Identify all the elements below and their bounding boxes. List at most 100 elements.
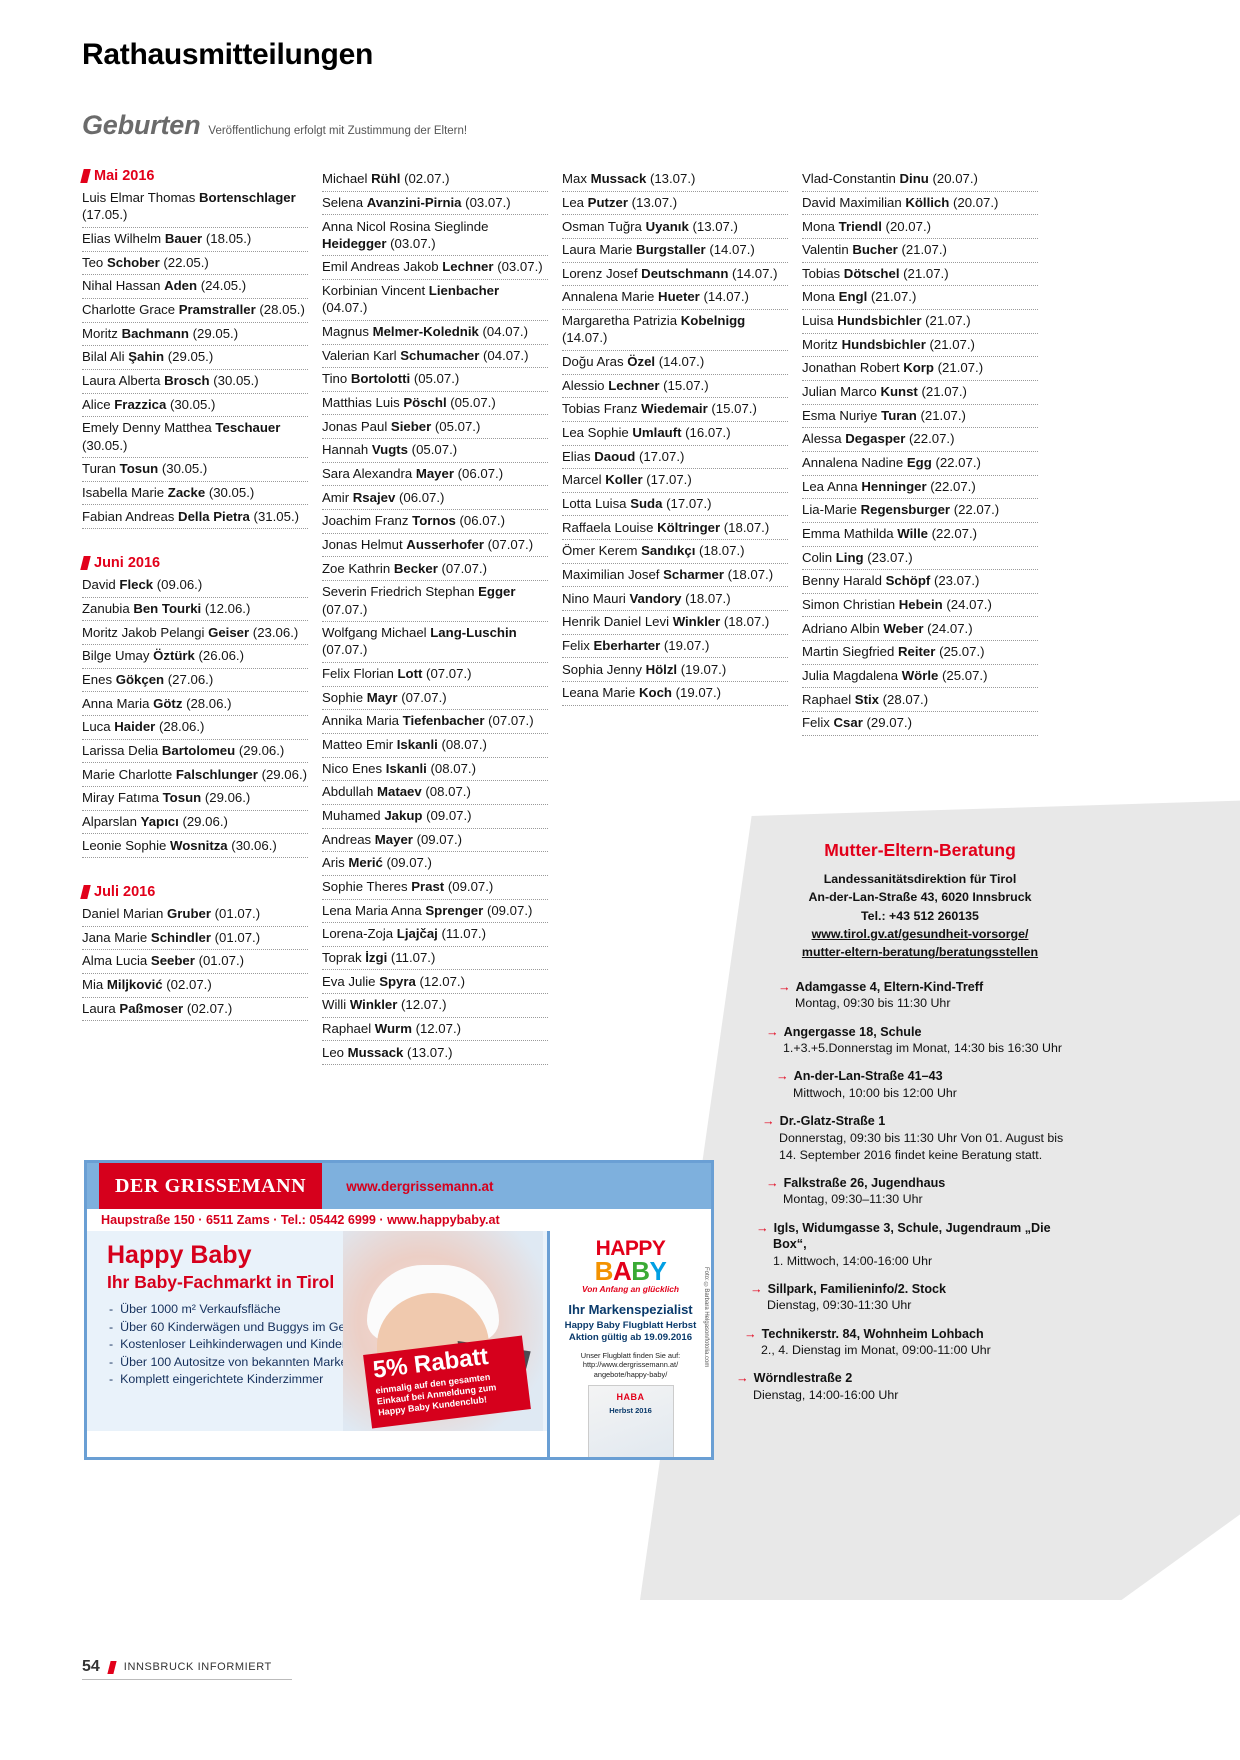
family-name: Frazzica bbox=[114, 396, 167, 412]
birth-entry: Leonie Sophie Wosnitza (30.06.) bbox=[82, 834, 308, 858]
given-name: Severin Friedrich Stephan bbox=[322, 584, 479, 600]
family-name: Becker bbox=[393, 560, 438, 576]
given-name: Laura Alberta bbox=[82, 373, 165, 389]
publication-name: INNSBRUCK INFORMIERT bbox=[123, 1661, 272, 1673]
birth-entry: Enes Gökçen (27.06.) bbox=[82, 669, 308, 693]
birth-entry: Nihal Hassan Aden (24.05.) bbox=[82, 275, 308, 299]
birth-entry: Valerian Karl Schumacher (04.07.) bbox=[322, 345, 548, 369]
birth-date: (18.07.) bbox=[681, 590, 731, 606]
beratung-url-line2[interactable]: mutter-eltern-beratung/beratungsstellen bbox=[801, 945, 1039, 960]
given-name: Raffaela Louise bbox=[562, 519, 658, 535]
location-name-text: Falkstraße 26, Jugendhaus bbox=[783, 1175, 946, 1190]
family-name: Iskanli bbox=[385, 760, 427, 776]
birth-date: (27.06.) bbox=[164, 671, 214, 687]
births-column: Max Mussack (13.07.) Lea Putzer (13.07.) O… bbox=[562, 168, 802, 1065]
ad-website-link[interactable]: www.dergrissemann.at bbox=[346, 1178, 494, 1194]
birth-date: (30.05.) bbox=[209, 373, 259, 389]
beratung-url-line1[interactable]: www.tirol.gv.at/gesundheit-vorsorge/ bbox=[811, 927, 1029, 942]
given-name: Benny Harald bbox=[802, 573, 886, 589]
birth-date: (05.07.) bbox=[408, 442, 458, 458]
birth-entry: Emil Andreas Jakob Lechner (03.07.) bbox=[322, 256, 548, 280]
family-name: Pramstraller bbox=[178, 302, 256, 318]
family-name: Koller bbox=[605, 472, 643, 488]
beratung-location-item: → Wörndlestraße 2 Dienstag, 14:00-16:00 Uh… bbox=[736, 1370, 1070, 1404]
birth-date: (30.06.) bbox=[227, 837, 277, 853]
birth-date: (17.05.) bbox=[82, 207, 128, 223]
birth-date: (01.07.) bbox=[194, 953, 245, 969]
family-name: Dötschel bbox=[843, 265, 900, 281]
happy-text: HAPPY bbox=[595, 1237, 666, 1260]
birth-date: (02.07.) bbox=[183, 1000, 233, 1016]
given-name: Jonas Helmut bbox=[322, 536, 407, 552]
advertisement[interactable]: DER GRISSEMANN www.dergrissemann.at Haup… bbox=[84, 1160, 714, 1460]
family-name: Kobelnigg bbox=[680, 313, 746, 329]
location-name: → Sillpark, Familieninfo/2. Stock bbox=[750, 1281, 1070, 1298]
given-name: Tino bbox=[322, 371, 351, 387]
brand-flyer-note: Unser Flugblatt finden Sie auf: http://w… bbox=[580, 1350, 681, 1379]
given-name: Lotta Luisa bbox=[562, 496, 631, 511]
birth-date: (29.07.) bbox=[862, 715, 912, 731]
birth-date: (11.07.) bbox=[387, 950, 436, 965]
birth-date: (07.07.) bbox=[437, 560, 487, 576]
birth-entry: Andreas Mayer (09.07.) bbox=[322, 829, 548, 853]
given-name: Simon Christian bbox=[802, 597, 899, 612]
location-name-text: Sillpark, Familieninfo/2. Stock bbox=[767, 1281, 947, 1296]
given-name: Bilal Ali bbox=[82, 349, 129, 365]
given-name: Leo bbox=[322, 1044, 348, 1060]
family-name: Rsajev bbox=[352, 489, 396, 505]
family-name: Korp bbox=[903, 360, 934, 376]
given-name: Enes bbox=[82, 671, 116, 687]
birth-date: (12.07.) bbox=[397, 997, 447, 1013]
birth-entry: Felix Csar (29.07.) bbox=[802, 712, 1038, 736]
family-name: Suda bbox=[630, 496, 663, 511]
birth-entry: Zoe Kathrin Becker (07.07.) bbox=[322, 557, 548, 582]
footer-slash-icon bbox=[107, 1660, 117, 1674]
beratung-location-item: → Adamgasse 4, Eltern-Kind-Treff Montag, 0… bbox=[778, 979, 1070, 1013]
location-name-text: Adamgasse 4, Eltern-Kind-Treff bbox=[795, 979, 984, 994]
birth-date: (09.07.) bbox=[382, 855, 432, 871]
family-name: Fleck bbox=[119, 577, 154, 593]
happy-baby-logo: HAPPY BABY Von Anfang an glücklich bbox=[556, 1237, 705, 1297]
birth-date: (19.07.) bbox=[677, 661, 727, 677]
location-name-text: Dr.-Glatz-Straße 1 bbox=[779, 1113, 886, 1128]
family-name: Lechner bbox=[608, 377, 660, 393]
birth-entry: Aris Merić (09.07.) bbox=[322, 852, 548, 876]
family-name: Reiter bbox=[898, 644, 936, 660]
family-name: İzgi bbox=[365, 950, 388, 965]
given-name: Teo bbox=[82, 254, 107, 270]
month-heading: Juli 2016 bbox=[80, 884, 308, 900]
family-name: Degasper bbox=[845, 431, 906, 447]
given-name: Laura Marie bbox=[562, 242, 637, 258]
given-name: Miray Fatıma bbox=[82, 790, 163, 806]
ad-top-bar: DER GRISSEMANN www.dergrissemann.at bbox=[87, 1163, 711, 1209]
family-name: Wosnitza bbox=[170, 837, 228, 853]
birth-entry: Charlotte Grace Pramstraller (28.05.) bbox=[82, 299, 308, 323]
birth-date: (29.05.) bbox=[188, 325, 239, 341]
given-name: Lena Maria Anna bbox=[322, 902, 426, 918]
birth-entry: Anna Nicol Rosina Sieglinde Heidegger (0… bbox=[322, 215, 548, 257]
given-name: Amir bbox=[322, 489, 353, 505]
birth-entry: Lotta Luisa Suda (17.07.) bbox=[562, 493, 788, 517]
birth-entry: Alma Lucia Seeber (01.07.) bbox=[82, 950, 308, 974]
given-name: Matteo Emir bbox=[322, 737, 397, 753]
given-name: Annalena Nadine bbox=[802, 455, 907, 471]
family-name: Şahin bbox=[128, 349, 165, 365]
family-name: Merić bbox=[348, 855, 383, 871]
month-heading: Juni 2016 bbox=[80, 555, 308, 571]
family-name: Mataev bbox=[377, 784, 422, 800]
family-name: Aden bbox=[164, 278, 198, 294]
given-name: Ömer Kerem bbox=[562, 543, 642, 559]
birth-entry: Esma Nuriye Turan (21.07.) bbox=[802, 405, 1038, 429]
family-name: Hueter bbox=[658, 289, 700, 305]
birth-entry: Jonathan Robert Korp (21.07.) bbox=[802, 357, 1038, 381]
section-title: Geburten bbox=[82, 110, 201, 140]
birth-date: (21.07.) bbox=[925, 336, 975, 352]
location-name: → An-der-Lan-Straße 41–43 bbox=[776, 1068, 1070, 1085]
given-name: Andreas bbox=[322, 831, 375, 847]
birth-date: (24.07.) bbox=[942, 597, 992, 612]
birth-entry: Felix Florian Lott (07.07.) bbox=[322, 663, 548, 687]
birth-date: (25.07.) bbox=[935, 644, 985, 660]
birth-entry: Wolfgang Michael Lang-Luschin (07.07.) bbox=[322, 622, 548, 663]
family-name: Winkler bbox=[349, 997, 398, 1013]
given-name: Lea Anna bbox=[802, 478, 862, 494]
